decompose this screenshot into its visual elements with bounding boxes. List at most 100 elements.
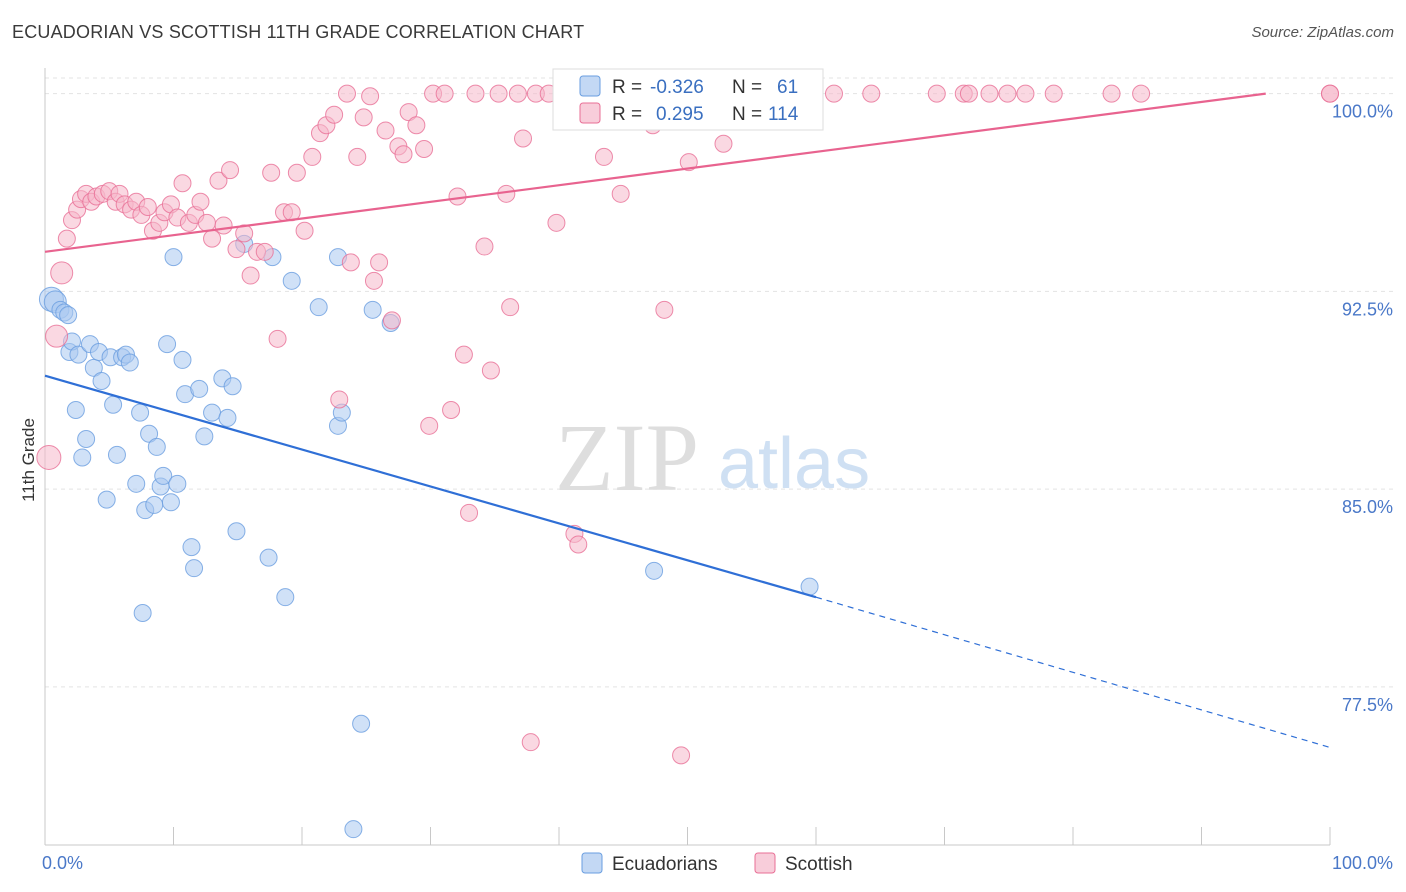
y-tick-label: 92.5% [1342, 299, 1393, 319]
point-scottish [173, 174, 192, 193]
chart-title: ECUADORIAN VS SCOTTISH 11TH GRADE CORREL… [12, 22, 585, 42]
point-ecuadorians [352, 714, 371, 733]
y-tick-label: 77.5% [1342, 695, 1393, 715]
point-scottish [45, 324, 69, 348]
point-scottish [824, 84, 843, 103]
point-ecuadorians [77, 430, 96, 448]
point-scottish [262, 163, 281, 182]
point-scottish [475, 237, 494, 256]
point-scottish [460, 503, 479, 522]
point-scottish [514, 129, 533, 148]
y-tick-labels: 77.5% 85.0% 92.5% 100.0% [1332, 102, 1393, 715]
point-ecuadorians [131, 403, 150, 422]
point-scottish [394, 145, 413, 164]
legend-n-label: N = [732, 104, 762, 125]
point-scottish [1016, 84, 1035, 103]
y-tick-label: 85.0% [1342, 497, 1393, 517]
point-scottish [959, 84, 978, 103]
point-scottish [354, 108, 373, 127]
legend-series: Ecuadorians Scottish [581, 852, 853, 875]
point-scottish [235, 224, 254, 243]
legend-n-value-ecuadorians: 61 [777, 77, 798, 98]
point-ecuadorians [120, 353, 139, 372]
watermark-zip: ZIP [555, 404, 699, 511]
point-ecuadorians [127, 474, 146, 493]
source-label: Source: ZipAtlas.com [1251, 24, 1394, 41]
point-scottish [508, 84, 527, 103]
point-scottish [435, 84, 454, 103]
legend-bottom-swatch-scottish [754, 852, 776, 874]
point-ecuadorians [164, 248, 183, 267]
point-scottish [611, 184, 630, 203]
point-scottish [594, 147, 613, 166]
point-ecuadorians [190, 379, 209, 398]
trend-lines [44, 92, 1331, 749]
point-scottish [348, 147, 367, 166]
point-scottish [407, 116, 426, 135]
point-scottish [547, 213, 566, 232]
point-scottish [481, 361, 500, 380]
point-scottish [268, 329, 287, 348]
point-ecuadorians [59, 306, 78, 325]
point-ecuadorians [92, 372, 111, 390]
point-scottish [382, 311, 401, 330]
point-scottish [241, 266, 260, 285]
point-scottish [448, 187, 467, 206]
grid-lines [45, 77, 1395, 688]
point-scottish [197, 213, 216, 232]
point-ecuadorians [140, 424, 159, 443]
point-scottish [1102, 84, 1121, 103]
point-ecuadorians [223, 377, 242, 396]
axes [44, 68, 1331, 846]
point-scottish [303, 147, 322, 166]
point-ecuadorians [363, 300, 382, 319]
point-scottish [1321, 84, 1339, 103]
point-ecuadorians [259, 548, 278, 567]
point-ecuadorians [69, 345, 88, 364]
legend-r-label: R = [612, 104, 642, 125]
y-axis-title: 11th Grade [19, 418, 38, 502]
point-ecuadorians [227, 522, 246, 541]
point-scottish [420, 416, 439, 435]
point-ecuadorians [73, 448, 92, 467]
point-scottish [1132, 84, 1151, 103]
point-ecuadorians [344, 820, 363, 839]
point-ecuadorians [203, 403, 222, 422]
legend-correlation: R = -0.326 N = 61 R = 0.295 N = 114 [552, 68, 824, 131]
point-scottish [227, 240, 246, 259]
point-ecuadorians [161, 493, 180, 512]
point-scottish [454, 345, 473, 364]
legend-n-label: N = [732, 77, 762, 98]
point-ecuadorians [147, 437, 166, 456]
point-scottish [287, 163, 306, 182]
point-scottish [50, 261, 74, 285]
point-scottish [862, 84, 881, 103]
watermark-atlas: atlas [718, 424, 870, 504]
point-scottish [255, 242, 274, 261]
point-scottish [569, 535, 588, 554]
point-scottish [927, 84, 946, 103]
point-scottish [337, 84, 356, 103]
point-scottish [501, 298, 520, 317]
point-scottish [203, 229, 222, 248]
point-scottish [191, 192, 210, 211]
point-scottish [672, 746, 691, 765]
legend-r-value-scottish: 0.295 [656, 104, 704, 125]
point-scottish [138, 198, 157, 216]
legend-r-value-ecuadorians: -0.326 [650, 77, 704, 98]
point-scottish [489, 84, 508, 103]
point-scottish [376, 121, 395, 140]
point-ecuadorians [282, 271, 301, 290]
point-scottish [1044, 84, 1063, 103]
point-scottish [655, 300, 674, 319]
point-scottish [295, 221, 314, 240]
zipatlas-watermark: ZIP atlas [555, 404, 870, 511]
point-ecuadorians [158, 335, 177, 354]
point-scottish [521, 733, 540, 752]
point-scottish [442, 401, 461, 419]
y-tick-label: 100.0% [1332, 102, 1393, 122]
point-scottish [466, 84, 485, 103]
point-scottish [221, 161, 240, 180]
trend-line-scottish [44, 92, 1266, 253]
